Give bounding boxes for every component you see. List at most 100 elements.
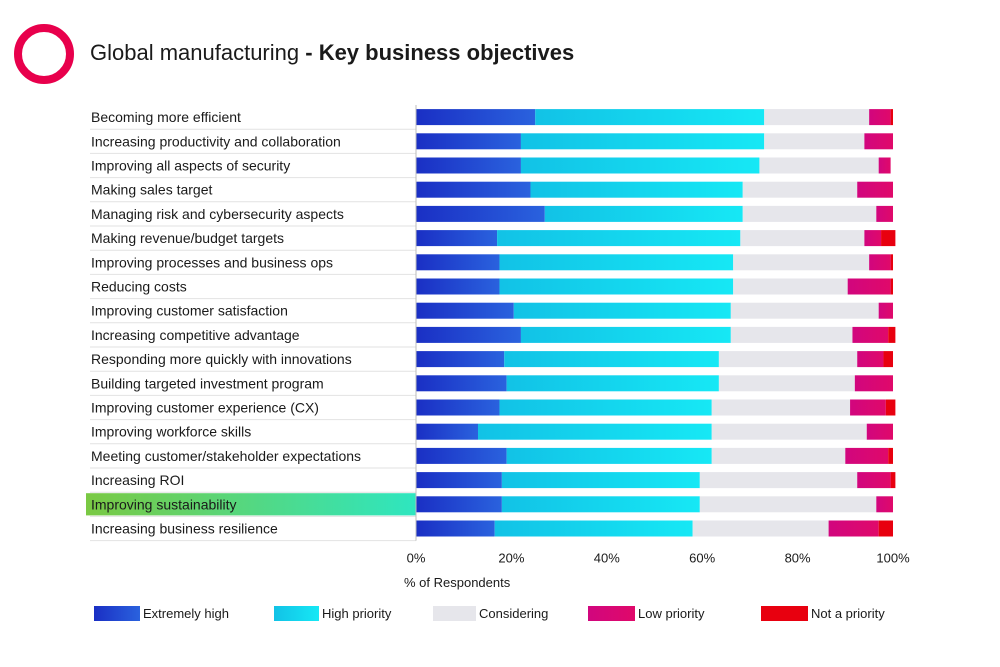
bar-segment-considering xyxy=(719,375,855,391)
bar-segment-extremely-high xyxy=(416,254,499,270)
bar-segment-considering xyxy=(731,303,879,319)
bar-segment-extremely-high xyxy=(416,230,497,246)
bar-segment-high-priority xyxy=(499,400,711,416)
bar-segment-considering xyxy=(764,133,864,149)
bar-segment-low-priority xyxy=(869,254,890,270)
bar-segment-high-priority xyxy=(507,448,712,464)
bar-segment-low-priority xyxy=(852,327,888,343)
x-tick-label: 40% xyxy=(594,551,620,566)
bar-segment-extremely-high xyxy=(416,133,521,149)
bar-segment-high-priority xyxy=(514,303,731,319)
category-label: Improving customer satisfaction xyxy=(91,303,288,319)
bar-segment-high-priority xyxy=(497,230,740,246)
bar-segment-high-priority xyxy=(499,279,733,295)
bar-segment-extremely-high xyxy=(416,448,507,464)
x-tick-label: 0% xyxy=(407,551,426,566)
bar-segment-extremely-high xyxy=(416,279,499,295)
bar-segment-considering xyxy=(733,254,869,270)
bar-segment-high-priority xyxy=(499,254,733,270)
category-label: Improving sustainability xyxy=(91,496,237,512)
bar-segment-extremely-high xyxy=(416,109,535,125)
bar-segment-low-priority xyxy=(857,472,890,488)
category-label: Increasing business resilience xyxy=(91,521,278,537)
bar-segment-high-priority xyxy=(478,424,712,440)
bar-segment-low-priority xyxy=(876,496,893,512)
bar-segment-low-priority xyxy=(869,109,890,125)
bar-segment-extremely-high xyxy=(416,424,478,440)
category-label: Improving customer experience (CX) xyxy=(91,400,319,416)
bar-segment-high-priority xyxy=(502,472,700,488)
category-label: Responding more quickly with innovations xyxy=(91,351,352,367)
bar-segment-not-a-priority xyxy=(888,327,895,343)
x-tick-label: 80% xyxy=(785,551,811,566)
bar-segment-high-priority xyxy=(530,182,742,198)
bar-segment-high-priority xyxy=(545,206,743,222)
x-tick-label: 100% xyxy=(876,551,910,566)
category-label: Becoming more efficient xyxy=(91,109,241,125)
bar-segment-considering xyxy=(712,424,867,440)
legend-label: Not a priority xyxy=(811,606,885,621)
category-label: Building targeted investment program xyxy=(91,375,324,391)
category-label: Increasing ROI xyxy=(91,472,184,488)
bar-segment-high-priority xyxy=(521,327,731,343)
bar-segment-not-a-priority xyxy=(891,472,896,488)
bar-segment-low-priority xyxy=(855,375,893,391)
bar-segment-low-priority xyxy=(848,279,891,295)
x-tick-label: 20% xyxy=(498,551,524,566)
legend-label: Low priority xyxy=(638,606,705,621)
bar-segment-extremely-high xyxy=(416,158,521,174)
bar-segment-extremely-high xyxy=(416,375,507,391)
bar-segment-high-priority xyxy=(535,109,764,125)
bar-segment-considering xyxy=(759,158,878,174)
legend-label: High priority xyxy=(322,606,392,621)
bar-segment-not-a-priority xyxy=(891,109,893,125)
bar-segment-low-priority xyxy=(857,182,893,198)
bar-segment-low-priority xyxy=(850,400,886,416)
bar-segment-extremely-high xyxy=(416,182,530,198)
bar-segment-not-a-priority xyxy=(888,448,893,464)
legend-label: Extremely high xyxy=(143,606,229,621)
category-label: Improving processes and business ops xyxy=(91,254,333,270)
bar-segment-extremely-high xyxy=(416,303,514,319)
bar-segment-not-a-priority xyxy=(881,230,895,246)
legend-swatch-low-priority xyxy=(588,606,635,621)
bar-segment-low-priority xyxy=(857,351,883,367)
bar-segment-low-priority xyxy=(864,133,893,149)
bar-segment-low-priority xyxy=(829,521,879,537)
category-label: Managing risk and cybersecurity aspects xyxy=(91,206,344,222)
bar-segment-considering xyxy=(719,351,857,367)
category-label: Meeting customer/stakeholder expectation… xyxy=(91,448,361,464)
bar-segment-high-priority xyxy=(507,375,719,391)
legend-label: Considering xyxy=(479,606,548,621)
category-label: Improving workforce skills xyxy=(91,424,251,440)
bar-segment-low-priority xyxy=(864,230,881,246)
bar-segment-extremely-high xyxy=(416,206,545,222)
bar-segment-considering xyxy=(712,448,846,464)
legend-swatch-considering xyxy=(433,606,476,621)
bar-segment-low-priority xyxy=(845,448,888,464)
legend-swatch-extremely-high xyxy=(94,606,140,621)
bar-segment-extremely-high xyxy=(416,400,499,416)
category-label: Reducing costs xyxy=(91,279,187,295)
bar-segment-low-priority xyxy=(876,206,893,222)
bar-segment-high-priority xyxy=(495,521,693,537)
bar-segment-low-priority xyxy=(879,303,893,319)
category-label: Improving all aspects of security xyxy=(91,158,290,174)
bar-segment-not-a-priority xyxy=(886,400,896,416)
bar-segment-not-a-priority xyxy=(891,254,893,270)
bar-segment-extremely-high xyxy=(416,351,504,367)
legend-swatch-not-a-priority xyxy=(761,606,808,621)
bar-segment-high-priority xyxy=(504,351,719,367)
x-tick-label: 60% xyxy=(689,551,715,566)
bar-segment-considering xyxy=(764,109,869,125)
bar-segment-extremely-high xyxy=(416,472,502,488)
legend-swatch-high-priority xyxy=(274,606,319,621)
bar-segment-extremely-high xyxy=(416,327,521,343)
bar-segment-considering xyxy=(740,230,864,246)
bar-segment-considering xyxy=(743,182,857,198)
category-label: Increasing productivity and collaboratio… xyxy=(91,133,341,149)
stacked-bar-chart: Becoming more efficient Increasing produc… xyxy=(0,0,1000,667)
bar-segment-considering xyxy=(733,279,847,295)
legend: Extremely high High priority Considering Lo… xyxy=(94,606,885,621)
category-label: Making sales target xyxy=(91,182,213,198)
